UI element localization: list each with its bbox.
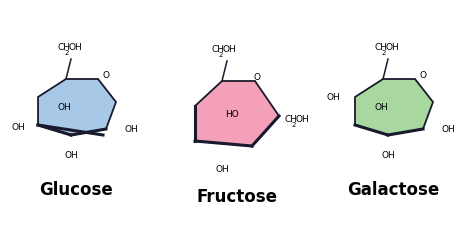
Text: Glucose: Glucose [39,180,113,198]
Text: OH: OH [215,165,229,174]
Text: 2: 2 [65,50,69,56]
Text: OH: OH [326,93,340,102]
Text: OH: OH [385,43,399,52]
Text: HO: HO [225,110,239,119]
Text: OH: OH [68,43,82,52]
Text: 2: 2 [292,122,296,128]
Text: O: O [102,71,109,80]
Polygon shape [38,80,116,135]
Text: 2: 2 [219,52,223,58]
Polygon shape [355,80,433,135]
Text: OH: OH [441,125,455,134]
Text: OH: OH [374,103,388,112]
Text: CH: CH [285,115,298,124]
Text: OH: OH [295,115,309,124]
Text: OH: OH [124,125,138,134]
Text: O: O [419,71,427,80]
Text: OH: OH [381,151,395,160]
Text: OH: OH [57,103,71,112]
Text: CH: CH [58,43,71,52]
Text: OH: OH [64,151,78,160]
Text: OH: OH [222,45,236,54]
Text: Fructose: Fructose [197,187,277,205]
Text: Galactose: Galactose [347,180,439,198]
Text: CH: CH [375,43,388,52]
Text: O: O [254,73,261,82]
Text: CH: CH [212,45,225,54]
Polygon shape [195,82,279,146]
Text: 2: 2 [382,50,386,56]
Text: OH: OH [11,123,25,132]
